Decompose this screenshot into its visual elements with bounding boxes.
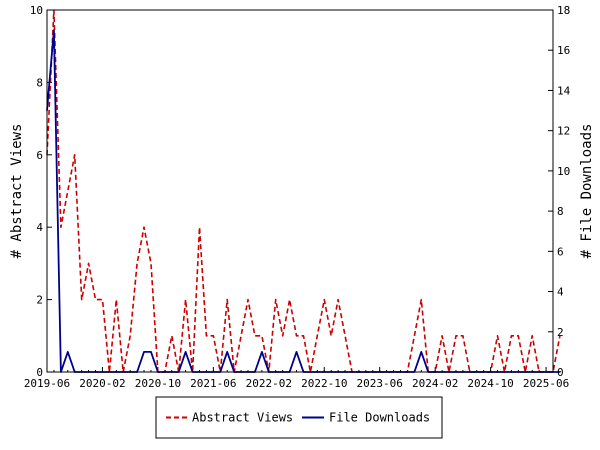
y-right-tick-label: 18: [557, 4, 570, 17]
legend-label-file-downloads: File Downloads: [329, 411, 430, 425]
y-axis-left-title: # Abstract Views: [9, 124, 25, 259]
y-right-tick-label: 6: [557, 245, 564, 258]
x-tick-label: 2023-06: [357, 377, 403, 390]
x-tick-label: 2021-06: [190, 377, 236, 390]
series-line-abstract-views: [46, 9, 561, 373]
x-tick-label: 2020-10: [135, 377, 181, 390]
y-right-tick-label: 0: [557, 366, 564, 379]
tick-marks: [46, 9, 554, 373]
tick-labels: 0 2 4 6 8 10 0 2 4 6 8 10 12 14 16 18 2019-06 2020-02 2020…: [24, 4, 571, 390]
y-left-tick-label: 0: [36, 366, 43, 379]
y-right-tick-label: 8: [557, 205, 564, 218]
y-right-tick-label: 16: [557, 44, 570, 57]
x-tick-label: 2024-10: [467, 377, 513, 390]
series-layer: [46, 9, 561, 373]
y-right-tick-label: 2: [557, 326, 564, 339]
y-right-tick-label: 10: [557, 165, 570, 178]
x-tick-label: 2022-10: [301, 377, 347, 390]
y-left-tick-label: 10: [30, 4, 43, 17]
y-right-tick-label: 12: [557, 125, 570, 138]
y-left-tick-label: 4: [36, 221, 43, 234]
x-tick-label: 2024-02: [412, 377, 458, 390]
series-line-file-downloads: [46, 29, 560, 373]
y-left-tick-label: 2: [36, 294, 43, 307]
legend-label-abstract-views: Abstract Views: [192, 411, 293, 425]
legend-box: [155, 396, 443, 439]
x-tick-label: 2020-02: [79, 377, 125, 390]
y-axis-right-title: # File Downloads: [579, 124, 595, 259]
y-left-tick-label: 8: [36, 76, 43, 89]
plot-frame: [46, 9, 554, 373]
x-tick-label: 2019-06: [24, 377, 70, 390]
y-left-tick-label: 6: [36, 149, 43, 162]
x-tick-label: 2025-06: [523, 377, 569, 390]
y-right-tick-label: 14: [557, 84, 571, 97]
y-right-tick-label: 4: [557, 286, 564, 299]
x-tick-label: 2022-02: [246, 377, 292, 390]
legend: Abstract Views File Downloads: [155, 396, 443, 439]
